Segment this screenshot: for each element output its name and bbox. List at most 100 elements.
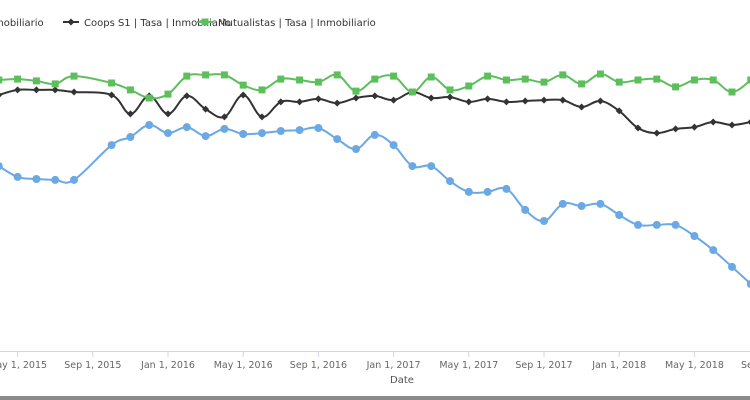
data-point[interactable]	[390, 96, 398, 104]
data-point[interactable]	[521, 205, 530, 214]
data-point[interactable]	[51, 86, 59, 94]
data-point[interactable]	[126, 133, 135, 141]
data-point[interactable]	[690, 123, 698, 131]
data-point[interactable]	[559, 71, 567, 79]
data-point[interactable]	[558, 199, 567, 208]
data-point[interactable]	[671, 220, 680, 229]
data-point[interactable]	[709, 246, 718, 255]
data-point[interactable]	[314, 78, 322, 86]
data-point[interactable]	[709, 118, 717, 126]
data-point[interactable]	[352, 87, 360, 95]
data-point[interactable]	[653, 129, 661, 137]
data-point[interactable]	[295, 126, 304, 135]
data-point[interactable]	[220, 113, 228, 121]
data-point[interactable]	[14, 86, 22, 94]
data-point[interactable]	[690, 76, 698, 84]
data-point[interactable]	[559, 96, 567, 104]
data-point[interactable]	[32, 77, 40, 85]
data-point[interactable]	[32, 175, 41, 183]
data-point[interactable]	[465, 82, 473, 90]
data-point[interactable]	[408, 162, 417, 171]
data-point[interactable]	[427, 73, 435, 81]
data-point[interactable]	[0, 162, 3, 170]
data-point[interactable]	[521, 97, 529, 105]
data-point[interactable]	[746, 280, 750, 288]
data-point[interactable]	[352, 94, 360, 102]
data-point[interactable]	[371, 75, 379, 83]
data-point[interactable]	[502, 184, 511, 193]
data-point[interactable]	[296, 98, 304, 106]
data-point[interactable]	[502, 76, 510, 84]
data-point[interactable]	[220, 124, 229, 133]
data-point[interactable]	[652, 220, 661, 229]
data-point[interactable]	[0, 92, 3, 99]
data-point[interactable]	[427, 94, 435, 102]
data-point[interactable]	[51, 80, 59, 88]
data-point[interactable]	[0, 76, 3, 84]
data-point[interactable]	[182, 123, 191, 132]
data-point[interactable]	[32, 86, 40, 94]
legend-label-coops[interactable]: Coops S1 | Tasa | Inmobiliario	[84, 18, 231, 29]
data-point[interactable]	[747, 76, 750, 84]
data-point[interactable]	[277, 98, 285, 106]
data-point[interactable]	[164, 110, 172, 118]
data-point[interactable]	[258, 86, 266, 94]
data-point[interactable]	[145, 121, 154, 129]
data-point[interactable]	[709, 76, 717, 84]
data-point[interactable]	[13, 172, 22, 181]
data-point[interactable]	[314, 95, 322, 103]
data-point[interactable]	[314, 124, 323, 132]
data-point[interactable]	[70, 175, 78, 184]
data-point[interactable]	[578, 80, 586, 88]
data-point[interactable]	[164, 129, 172, 138]
data-point[interactable]	[484, 72, 492, 80]
data-point[interactable]	[615, 78, 623, 86]
data-point[interactable]	[577, 202, 586, 210]
data-point[interactable]	[70, 88, 78, 96]
data-point[interactable]	[202, 71, 210, 79]
data-point[interactable]	[258, 129, 266, 138]
data-point[interactable]	[333, 99, 341, 107]
data-point[interactable]	[108, 79, 116, 87]
data-point[interactable]	[296, 76, 304, 84]
data-point[interactable]	[389, 141, 398, 150]
data-point[interactable]	[183, 92, 191, 100]
data-point[interactable]	[446, 177, 454, 186]
data-point[interactable]	[446, 86, 454, 94]
data-point[interactable]	[465, 98, 473, 106]
data-point[interactable]	[634, 124, 642, 132]
data-point[interactable]	[333, 71, 341, 79]
data-point[interactable]	[277, 75, 285, 83]
data-point[interactable]	[239, 81, 247, 89]
data-point[interactable]	[352, 145, 360, 153]
data-point[interactable]	[540, 217, 548, 225]
data-point[interactable]	[596, 97, 604, 105]
data-point[interactable]	[201, 132, 210, 141]
data-point[interactable]	[14, 75, 22, 83]
data-point[interactable]	[521, 75, 529, 83]
data-point[interactable]	[728, 262, 736, 271]
data-point[interactable]	[634, 220, 642, 229]
data-point[interactable]	[220, 71, 228, 79]
data-point[interactable]	[164, 90, 172, 98]
data-point[interactable]	[145, 94, 153, 102]
data-point[interactable]	[446, 93, 454, 101]
data-point[interactable]	[540, 96, 548, 104]
data-point[interactable]	[596, 70, 604, 78]
data-point[interactable]	[728, 88, 736, 96]
data-point[interactable]	[370, 130, 379, 139]
legend-label-series-1[interactable]: mobiliario	[0, 18, 44, 29]
data-point[interactable]	[615, 107, 623, 115]
data-point[interactable]	[107, 141, 116, 150]
data-point[interactable]	[483, 187, 492, 196]
data-point[interactable]	[51, 175, 60, 184]
data-point[interactable]	[502, 98, 510, 106]
data-point[interactable]	[183, 72, 191, 80]
data-point[interactable]	[464, 187, 473, 196]
data-point[interactable]	[239, 130, 248, 138]
data-point[interactable]	[747, 119, 750, 126]
legend-label-mutualistas[interactable]: Mutualistas | Tasa | Inmobiliario	[218, 18, 376, 29]
data-point[interactable]	[540, 78, 548, 86]
data-point[interactable]	[333, 135, 342, 144]
data-point[interactable]	[728, 121, 736, 129]
